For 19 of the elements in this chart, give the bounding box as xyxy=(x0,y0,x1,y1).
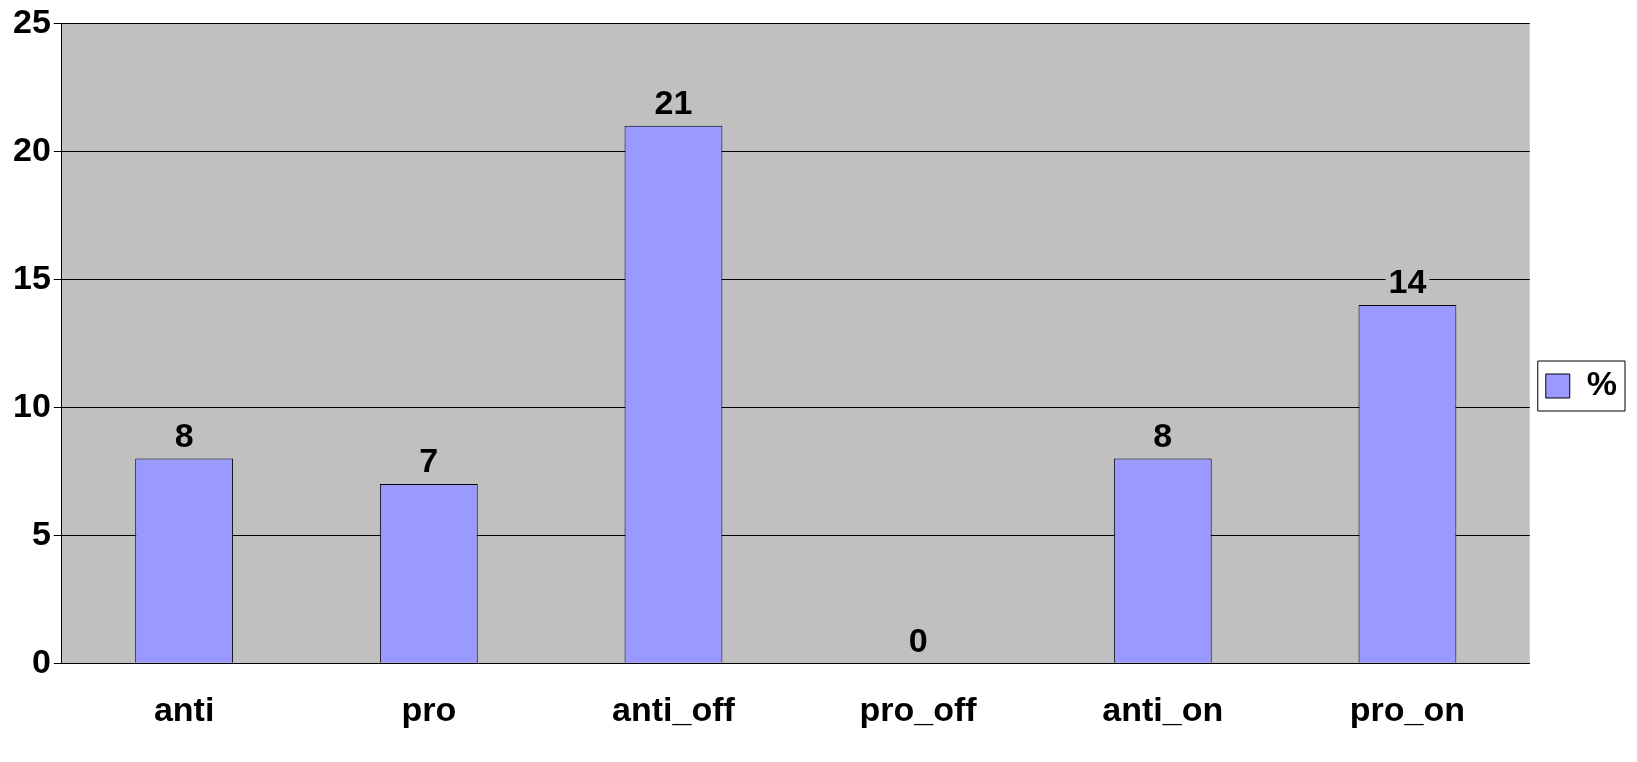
y-tick-label: 25 xyxy=(12,1,51,40)
x-tick-label: pro_on xyxy=(1349,689,1466,728)
data-label: 21 xyxy=(654,83,693,122)
x-tick-label: anti_on xyxy=(1102,689,1224,728)
x-tick-label: pro_off xyxy=(859,689,978,728)
data-label: 14 xyxy=(1388,262,1427,301)
y-tick-label: 20 xyxy=(12,129,51,168)
legend-label: % xyxy=(1586,364,1617,403)
data-label: 0 xyxy=(908,620,928,659)
x-tick-label: anti xyxy=(153,689,215,728)
data-label: 7 xyxy=(419,441,439,480)
x-tick-label: pro xyxy=(401,689,457,728)
y-tick-label: 15 xyxy=(12,257,51,296)
y-tick-label: 10 xyxy=(12,385,51,424)
data-label: 8 xyxy=(1153,415,1173,454)
data-label: 8 xyxy=(174,415,194,454)
y-tick-label: 5 xyxy=(31,513,51,552)
x-tick-label: anti_off xyxy=(612,689,736,728)
y-tick-label: 0 xyxy=(31,641,51,680)
